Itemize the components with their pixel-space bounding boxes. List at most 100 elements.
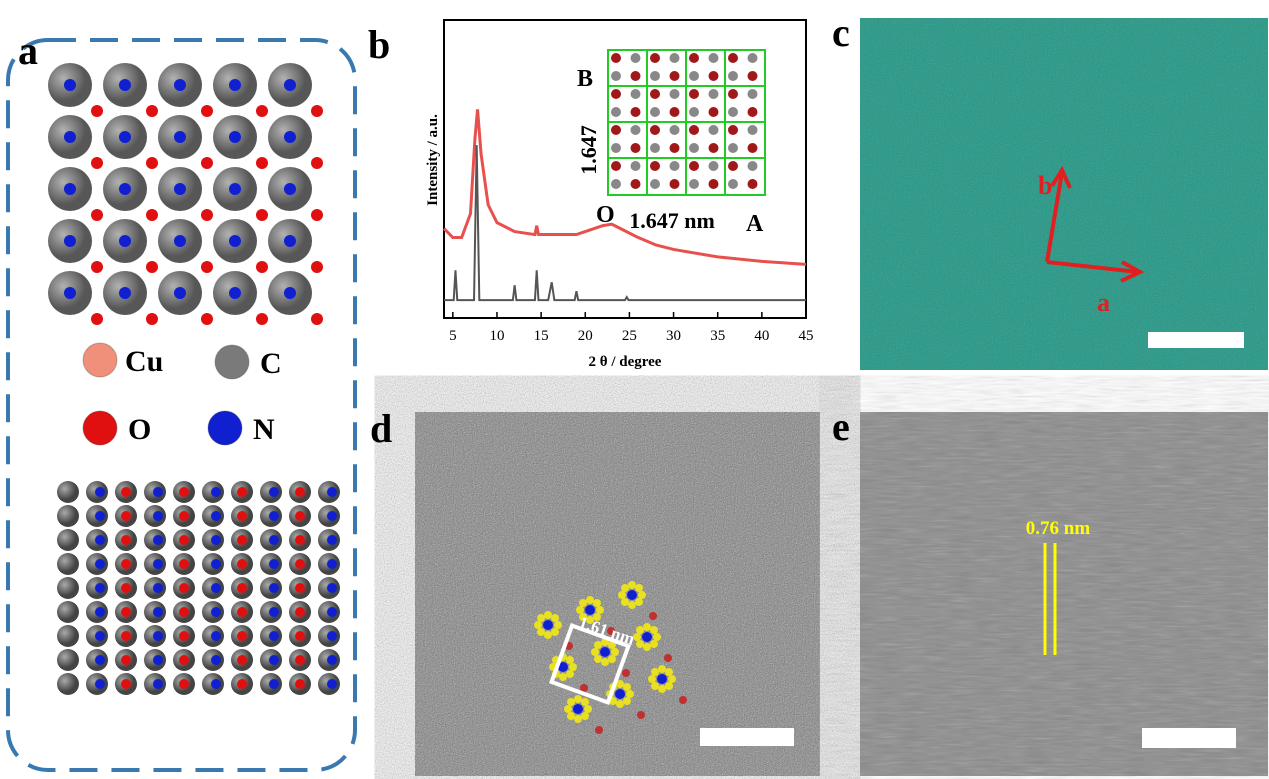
- atom: [153, 559, 163, 569]
- atom: [689, 179, 699, 189]
- atom: [327, 535, 337, 545]
- atom: [95, 655, 105, 665]
- atom: [544, 631, 552, 639]
- x-tick-label: 15: [534, 328, 549, 344]
- atom: [566, 656, 574, 664]
- atom: [201, 261, 213, 273]
- atom: [179, 679, 189, 689]
- atom: [668, 675, 676, 683]
- atom: [121, 655, 131, 665]
- atom: [653, 633, 661, 641]
- atom: [229, 79, 241, 91]
- atom: [201, 313, 213, 325]
- atom: [201, 209, 213, 221]
- panel-frame: [6, 38, 357, 772]
- atom: [534, 621, 542, 629]
- atom: [57, 529, 79, 551]
- atom: [91, 313, 103, 325]
- atom: [579, 599, 587, 607]
- atom: [633, 633, 641, 641]
- atom: [566, 670, 574, 678]
- atom: [635, 584, 643, 592]
- atom: [630, 161, 641, 171]
- legend-label: O: [128, 413, 151, 446]
- atom: [600, 647, 610, 657]
- atom: [643, 623, 651, 631]
- atom: [573, 704, 583, 714]
- atom: [543, 620, 553, 630]
- legend-label: C: [260, 347, 282, 380]
- atom: [607, 627, 615, 635]
- atom: [611, 89, 621, 99]
- atom: [649, 612, 657, 620]
- atom: [665, 668, 673, 676]
- atom: [630, 89, 641, 99]
- y-axis-label: Intensity / a.u.: [425, 114, 441, 206]
- atom: [650, 89, 660, 99]
- atom: [153, 535, 163, 545]
- atom: [311, 313, 323, 325]
- atom: [747, 89, 758, 99]
- legend-swatch: [214, 344, 250, 380]
- legend-label: N: [253, 413, 275, 446]
- atom: [269, 679, 279, 689]
- atom: [747, 143, 758, 153]
- atom: [57, 673, 79, 695]
- atom: [642, 632, 652, 642]
- atom: [179, 511, 189, 521]
- inset-label: A: [746, 211, 764, 237]
- atom: [229, 287, 241, 299]
- atom: [57, 649, 79, 671]
- atom: [628, 601, 636, 609]
- atom: [57, 625, 79, 647]
- atom: [616, 680, 624, 688]
- atom: [586, 616, 594, 624]
- atom: [121, 559, 131, 569]
- atom: [615, 689, 625, 699]
- axis-label: b: [1038, 171, 1052, 200]
- atom: [121, 679, 131, 689]
- atom: [551, 628, 559, 636]
- unit-cell: [548, 622, 632, 706]
- atom: [211, 655, 221, 665]
- atom: [643, 643, 651, 651]
- atom: [95, 511, 105, 521]
- atom: [295, 607, 305, 617]
- atom: [237, 655, 247, 665]
- series-line: [444, 145, 806, 302]
- atom: [636, 640, 644, 648]
- legend-swatch: [82, 342, 118, 378]
- atom: [237, 607, 247, 617]
- atom: [630, 71, 641, 81]
- atom: [153, 607, 163, 617]
- atom: [91, 261, 103, 273]
- atom: [146, 209, 158, 221]
- atom: [611, 161, 621, 171]
- atom: [174, 131, 186, 143]
- atom: [747, 179, 758, 189]
- atom: [211, 631, 221, 641]
- atom: [121, 607, 131, 617]
- atom: [708, 71, 719, 81]
- atom: [650, 640, 658, 648]
- atom: [728, 179, 738, 189]
- atom: [146, 261, 158, 273]
- x-tick-label: 30: [666, 328, 681, 344]
- atom: [650, 143, 660, 153]
- atom: [179, 631, 189, 641]
- atom: [650, 53, 660, 63]
- atom: [689, 143, 699, 153]
- atom: [564, 705, 572, 713]
- atom: [544, 611, 552, 619]
- atom: [657, 674, 667, 684]
- atom: [636, 626, 644, 634]
- atom: [211, 607, 221, 617]
- atom: [558, 662, 568, 672]
- panel-label: d: [370, 406, 392, 451]
- atom: [594, 641, 602, 649]
- atom: [650, 125, 660, 135]
- atom: [567, 712, 575, 720]
- atom: [327, 607, 337, 617]
- atom: [174, 235, 186, 247]
